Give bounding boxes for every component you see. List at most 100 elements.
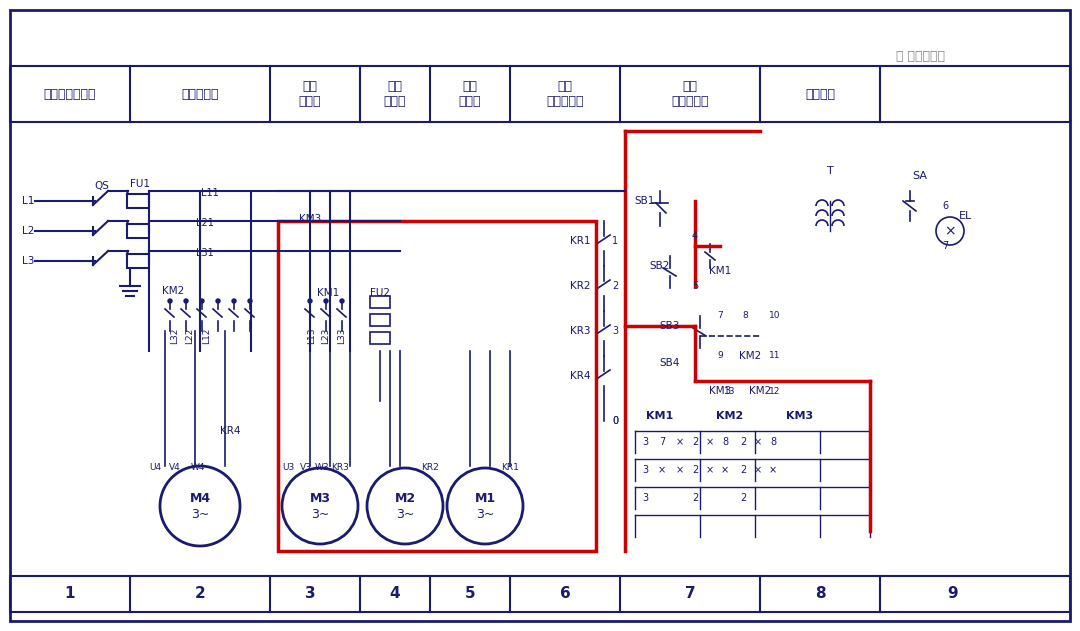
Text: SB3: SB3 <box>660 321 680 331</box>
Text: L11: L11 <box>201 188 219 198</box>
Circle shape <box>184 299 188 303</box>
Text: 2: 2 <box>612 281 618 291</box>
Text: W3: W3 <box>314 464 329 473</box>
Text: 油泵
电动机: 油泵 电动机 <box>383 80 406 108</box>
Text: L21: L21 <box>197 218 214 228</box>
Text: L22: L22 <box>186 328 194 344</box>
Text: 8: 8 <box>770 437 777 447</box>
Text: ×: × <box>676 465 684 475</box>
Bar <box>10 576 1070 612</box>
Text: 砂轮
电动机控制: 砂轮 电动机控制 <box>546 80 584 108</box>
Circle shape <box>340 299 345 303</box>
Text: 8: 8 <box>742 312 747 321</box>
Text: 8: 8 <box>814 586 825 601</box>
Text: 7: 7 <box>717 312 723 321</box>
Text: 2: 2 <box>692 437 698 447</box>
Bar <box>370 332 390 344</box>
Text: 6: 6 <box>559 586 570 601</box>
Text: 工件
电动机控制: 工件 电动机控制 <box>672 80 708 108</box>
Circle shape <box>248 299 252 303</box>
Text: ×: × <box>658 465 666 475</box>
Bar <box>370 314 390 326</box>
Text: U3: U3 <box>282 464 294 473</box>
Text: 10: 10 <box>769 312 781 321</box>
Text: KM2: KM2 <box>748 386 771 396</box>
Text: KR1: KR1 <box>501 464 518 473</box>
Text: QS: QS <box>95 181 109 191</box>
Text: 3: 3 <box>642 437 648 447</box>
Text: SA: SA <box>913 171 928 181</box>
Text: 🔧 小电工点点: 🔧 小电工点点 <box>895 49 945 62</box>
Bar <box>370 296 390 308</box>
Text: 工件电动机: 工件电动机 <box>181 88 219 100</box>
Text: V3: V3 <box>300 464 312 473</box>
Text: KM2: KM2 <box>739 351 761 361</box>
Text: KR3: KR3 <box>332 464 349 473</box>
Bar <box>127 224 149 238</box>
Circle shape <box>308 299 312 303</box>
Text: KM3: KM3 <box>299 214 321 224</box>
Text: 2: 2 <box>740 465 746 475</box>
Text: 11: 11 <box>769 351 781 360</box>
Text: KR4: KR4 <box>219 426 240 436</box>
Circle shape <box>324 299 328 303</box>
Text: 4: 4 <box>390 586 401 601</box>
Text: 3~: 3~ <box>191 507 210 521</box>
Text: KM2: KM2 <box>162 286 185 296</box>
Text: 3~: 3~ <box>476 507 495 521</box>
Text: M3: M3 <box>310 492 330 505</box>
Text: EL: EL <box>958 211 972 221</box>
Text: L2: L2 <box>22 226 35 236</box>
Text: KR2: KR2 <box>421 464 438 473</box>
Text: 2: 2 <box>740 437 746 447</box>
Text: 5: 5 <box>692 281 698 291</box>
Text: ×: × <box>721 465 729 475</box>
Text: 9: 9 <box>947 586 958 601</box>
Text: L23: L23 <box>322 328 330 344</box>
Text: M2: M2 <box>394 492 416 505</box>
Text: KR2: KR2 <box>570 281 591 291</box>
Circle shape <box>216 299 220 303</box>
Text: 3: 3 <box>305 586 315 601</box>
Text: 照明控制: 照明控制 <box>805 88 835 100</box>
Bar <box>127 194 149 208</box>
Bar <box>10 66 1070 122</box>
Text: 13: 13 <box>725 387 735 396</box>
Text: 8: 8 <box>721 437 728 447</box>
Text: 3: 3 <box>612 326 618 336</box>
Text: 7: 7 <box>942 241 948 251</box>
Text: L12: L12 <box>203 328 212 344</box>
Text: ×: × <box>754 437 762 447</box>
Text: KM3: KM3 <box>786 411 813 421</box>
Text: KM1: KM1 <box>708 266 731 276</box>
Bar <box>278 221 596 551</box>
Text: 2: 2 <box>692 493 698 503</box>
Text: FU1: FU1 <box>130 179 150 189</box>
Text: L3: L3 <box>22 256 35 266</box>
Text: ×: × <box>676 437 684 447</box>
Text: FU2: FU2 <box>370 288 390 298</box>
Text: L32: L32 <box>171 328 179 344</box>
Text: KM2: KM2 <box>716 411 744 421</box>
Bar <box>127 254 149 268</box>
Text: T: T <box>826 166 834 176</box>
Text: 水泵
电动机: 水泵 电动机 <box>459 80 482 108</box>
Text: M4: M4 <box>189 492 211 505</box>
Text: U4: U4 <box>149 464 161 473</box>
Text: 12: 12 <box>769 387 781 396</box>
Text: 1: 1 <box>65 586 76 601</box>
Circle shape <box>200 299 204 303</box>
Text: 7: 7 <box>685 586 696 601</box>
Text: 3: 3 <box>642 493 648 503</box>
Text: V4: V4 <box>170 464 180 473</box>
Text: ×: × <box>706 465 714 475</box>
Text: 9: 9 <box>717 351 723 360</box>
Text: SB2: SB2 <box>650 261 671 271</box>
Text: 2: 2 <box>194 586 205 601</box>
Text: 0: 0 <box>612 416 618 426</box>
Text: 电源开关及保护: 电源开关及保护 <box>44 88 96 100</box>
Text: 2: 2 <box>692 465 698 475</box>
Text: ×: × <box>944 224 956 238</box>
Text: ×: × <box>769 465 778 475</box>
Text: ×: × <box>754 465 762 475</box>
